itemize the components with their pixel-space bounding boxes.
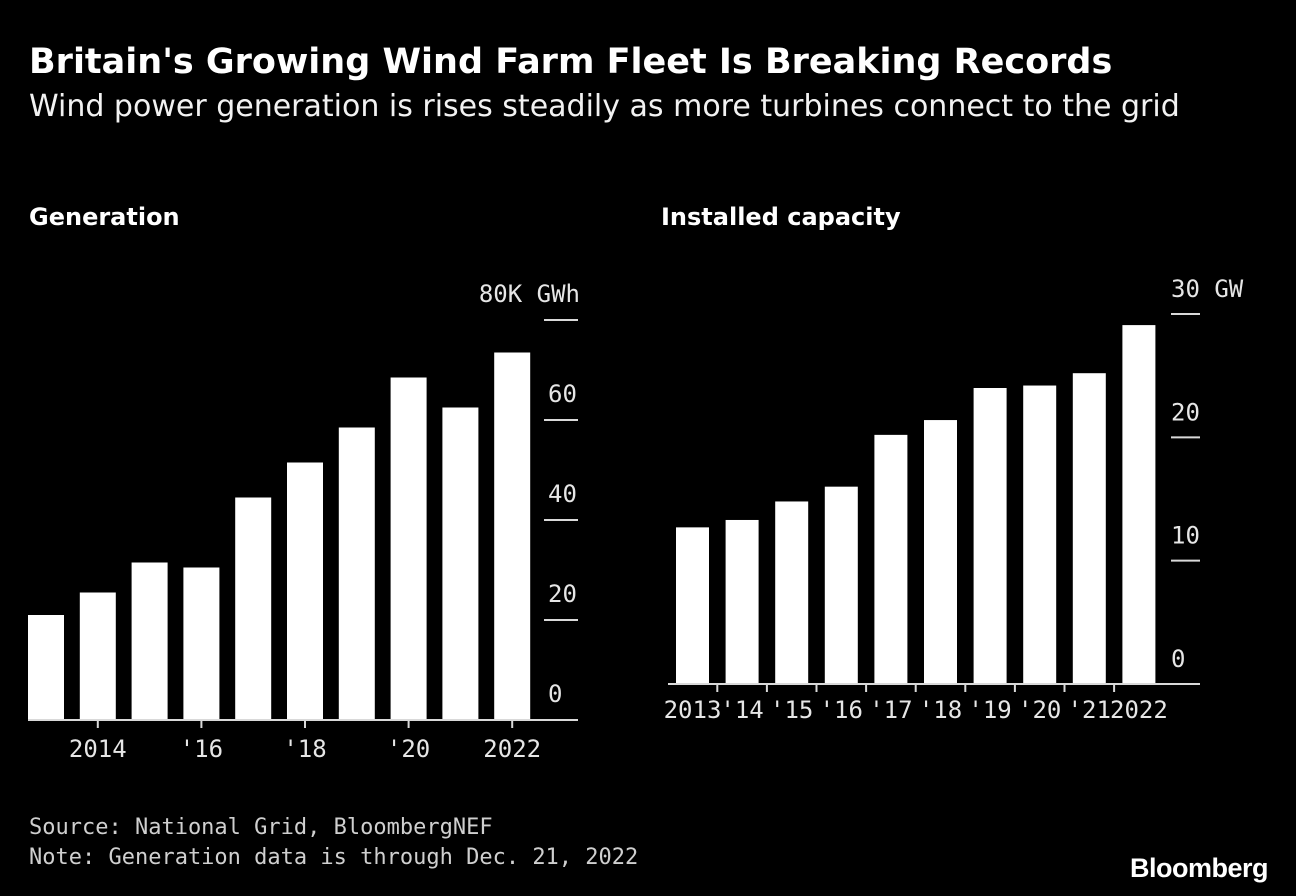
capacity-xtick-label: '21 xyxy=(1068,696,1111,724)
capacity-ytick-label: 10 xyxy=(1171,522,1200,550)
generation-chart: 0 20 40 60 80K GWh 2014 '16 '18 '20 2022 xyxy=(28,280,580,763)
capacity-xtick-label: '20 xyxy=(1018,696,1061,724)
capacity-bar-7 xyxy=(1023,385,1057,684)
generation-xtick-label: 2014 xyxy=(69,735,127,763)
capacity-xtick-label: '17 xyxy=(869,696,912,724)
generation-xtick-label: '20 xyxy=(387,735,430,763)
generation-panel-title: Generation xyxy=(29,203,180,231)
generation-ytick-label: 40 xyxy=(548,480,577,508)
capacity-bar-2 xyxy=(775,501,809,684)
generation-xtick-label: '16 xyxy=(180,735,223,763)
generation-bar-2021 xyxy=(442,407,479,720)
capacity-ytick-label: 0 xyxy=(1171,645,1185,673)
capacity-panel-title: Installed capacity xyxy=(661,203,901,231)
chart-title: Britain's Growing Wind Farm Fleet Is Bre… xyxy=(29,42,1113,82)
capacity-bar-3 xyxy=(824,486,858,684)
generation-bar-2017 xyxy=(235,497,272,720)
capacity-bar-5 xyxy=(924,420,957,684)
generation-bar-2022 xyxy=(494,352,531,720)
capacity-bar-8 xyxy=(1072,373,1106,684)
capacity-xtick-label: '19 xyxy=(968,696,1011,724)
capacity-bar-4 xyxy=(874,434,908,684)
capacity-bar-9 xyxy=(1122,325,1156,684)
generation-xtick-label: '18 xyxy=(283,735,326,763)
capacity-xtick-label: '14 xyxy=(720,696,763,724)
capacity-bar-6 xyxy=(973,388,1007,684)
bloomberg-logo: Bloomberg xyxy=(1129,853,1269,883)
generation-bar-2020 xyxy=(390,377,427,720)
capacity-ytick-label: 20 xyxy=(1171,398,1200,426)
capacity-xtick-label: '16 xyxy=(820,696,863,724)
generation-bar-2015 xyxy=(131,562,168,720)
generation-ytick-label: 80K GWh xyxy=(479,280,580,308)
generation-ytick-label: 20 xyxy=(548,580,577,608)
generation-bar-2016 xyxy=(183,567,220,720)
capacity-xtick-label: 2022 xyxy=(1110,696,1168,724)
generation-ytick-label: 0 xyxy=(548,680,562,708)
data-note: Note: Generation data is through Dec. 21… xyxy=(29,845,639,870)
capacity-bar-0 xyxy=(676,527,709,684)
generation-bar-2013 xyxy=(28,615,64,720)
generation-bar-2014 xyxy=(79,592,116,720)
chart-subtitle: Wind power generation is rises steadily … xyxy=(29,89,1180,124)
generation-xtick-label: 2022 xyxy=(483,735,541,763)
capacity-xtick-label: '18 xyxy=(919,696,962,724)
capacity-xtick-label: '15 xyxy=(770,696,813,724)
capacity-xtick-label: 2013 xyxy=(664,696,722,724)
capacity-chart: 0 10 20 30 GW 2013'14'15'16'17'18'19'20'21 20… xyxy=(664,275,1244,724)
capacity-bar-1 xyxy=(725,519,759,684)
generation-bar-2018 xyxy=(287,462,323,720)
source-note: Source: National Grid, BloombergNEF xyxy=(29,815,493,840)
generation-ytick-label: 60 xyxy=(548,380,577,408)
generation-bar-2019 xyxy=(338,427,375,720)
capacity-ytick-label: 30 GW xyxy=(1171,275,1244,303)
